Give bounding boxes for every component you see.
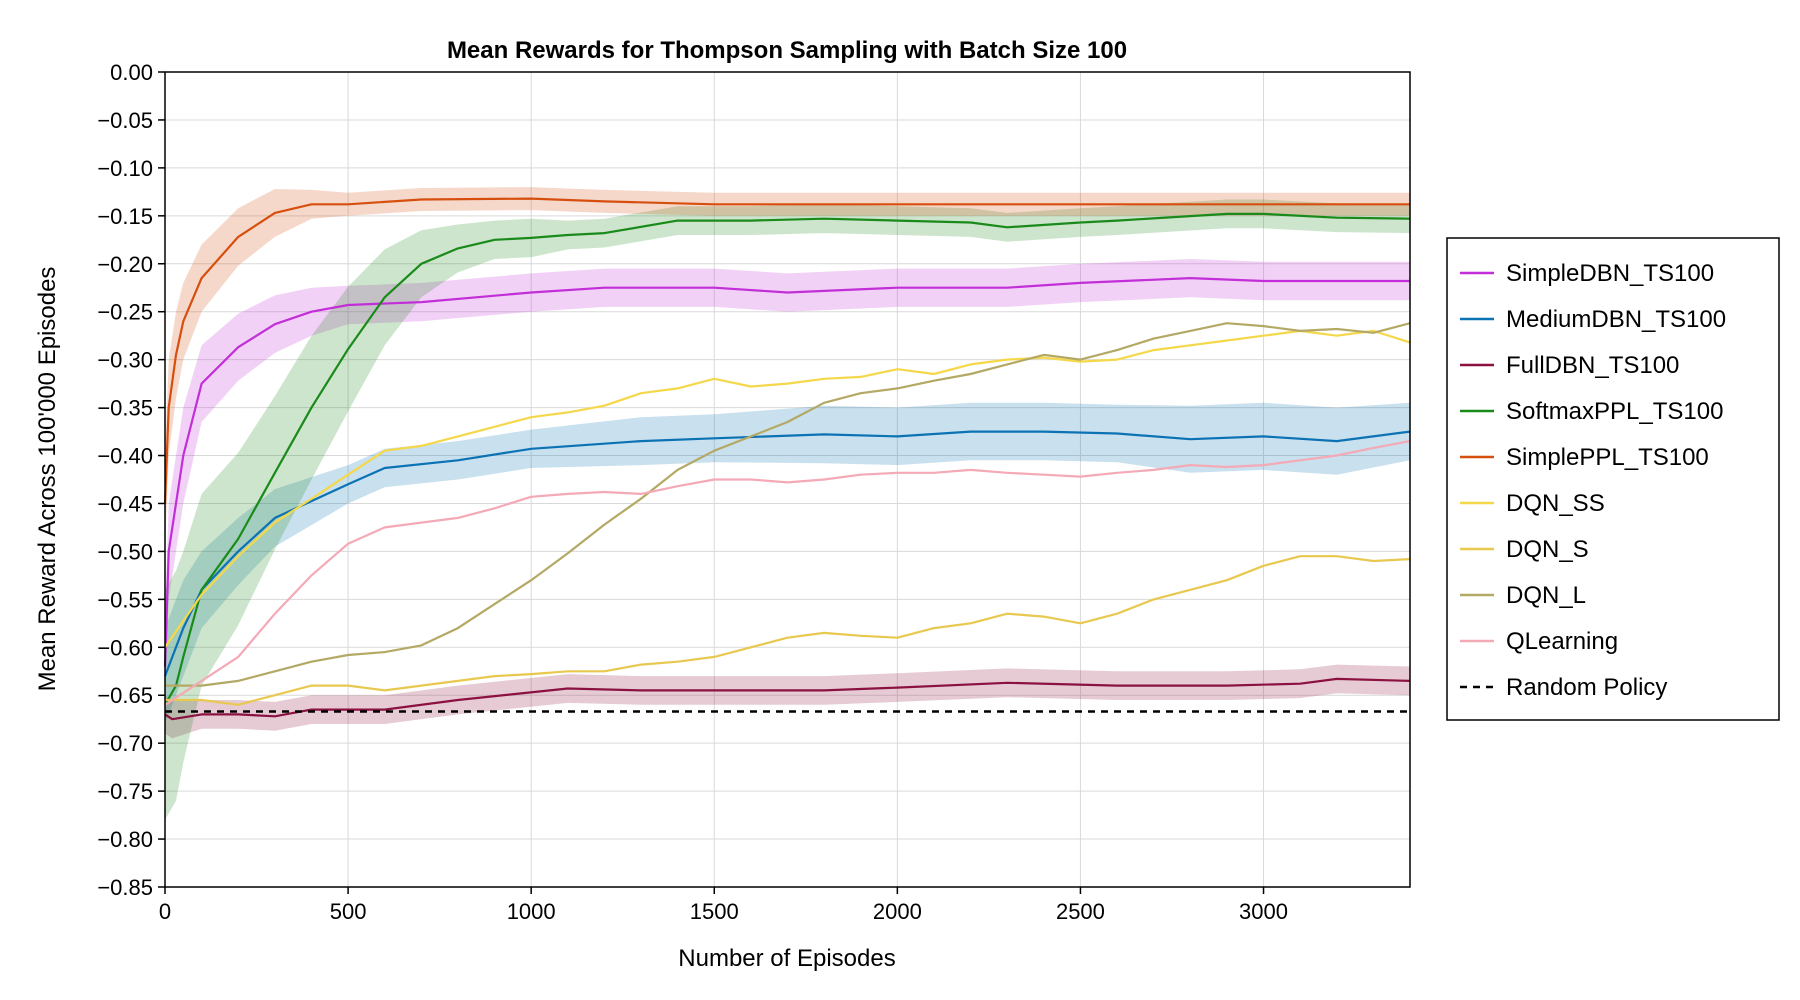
legend-label-mediumdbn-ts100: MediumDBN_TS100 [1506, 306, 1726, 333]
line-fulldbn-ts100 [164, 677, 1411, 721]
series-lines [163, 197, 1411, 721]
legend-frame [1446, 237, 1780, 721]
y-tick-label: −0.05 [97, 108, 153, 133]
plot-frame [164, 71, 1411, 888]
x-tick-label: 500 [330, 899, 367, 924]
x-tick-label: 1000 [507, 899, 556, 924]
x-tick-label: 3000 [1239, 899, 1288, 924]
legend-label-dqn-ss: DQN_SS [1506, 490, 1605, 517]
x-tick-label: 2000 [873, 899, 922, 924]
line-mediumdbn-ts100 [163, 430, 1411, 677]
y-tick-label: −0.45 [97, 491, 153, 516]
legend-label-simpledbn-ts100: SimpleDBN_TS100 [1506, 260, 1714, 287]
line-softmaxppl-ts100 [164, 212, 1411, 706]
y-axis-ticks: 0.00 −0.05 −0.10 −0.15 −0.20 −0.25 −0.30 −0.35 −… [97, 60, 165, 900]
line-simpledbn-ts100 [163, 277, 1410, 667]
y-tick-label: −0.25 [97, 300, 153, 325]
y-tick-label: 0.00 [110, 60, 153, 85]
line-dqn-l [165, 322, 1411, 687]
chart-title: Mean Rewards for Thompson Sampling with … [447, 37, 1127, 64]
y-tick-label: −0.75 [97, 779, 153, 804]
y-tick-label: −0.65 [97, 683, 153, 708]
line-dqn-ss [164, 329, 1411, 648]
y-tick-label: −0.30 [97, 348, 153, 373]
line-dqn-s [165, 555, 1411, 706]
legend-label-random-policy: Random Policy [1506, 674, 1667, 701]
legend-label-dqn-l: DQN_L [1506, 582, 1586, 609]
y-tick-label: −0.20 [97, 252, 153, 277]
y-tick-label: −0.60 [97, 635, 153, 660]
legend-label-softmaxppl-ts100: SoftmaxPPL_TS100 [1506, 398, 1723, 425]
band-simpledbn-ts100 [165, 259, 1410, 715]
y-tick-label: −0.55 [97, 587, 153, 612]
band-simpleppl-ts100 [165, 187, 1410, 552]
y-tick-label: −0.50 [97, 539, 153, 564]
x-tick-label: 2500 [1056, 899, 1105, 924]
confidence-bands [165, 187, 1410, 820]
legend-label-fulldbn-ts100: FullDBN_TS100 [1506, 352, 1679, 379]
legend-label-simpleppl-ts100: SimplePPL_TS100 [1506, 444, 1709, 471]
y-axis-label: Mean Reward Across 100'000 Episodes [34, 267, 61, 692]
x-tick-label: 0 [159, 899, 171, 924]
band-fulldbn-ts100 [165, 664, 1410, 739]
band-mediumdbn-ts100 [165, 402, 1410, 724]
x-axis-label: Number of Episodes [678, 945, 895, 972]
line-simpleppl-ts100 [163, 197, 1410, 504]
y-tick-label: −0.80 [97, 827, 153, 852]
x-tick-label: 1500 [690, 899, 739, 924]
y-tick-label: −0.85 [97, 875, 153, 900]
x-axis-ticks: 0 500 1000 1500 2000 2500 3000 [159, 887, 1288, 924]
y-tick-label: −0.40 [97, 444, 153, 469]
legend-label-qlearning: QLearning [1506, 628, 1618, 655]
legend: SimpleDBN_TS100 MediumDBN_TS100 FullDBN_TS… [1446, 237, 1780, 721]
line-qlearning [164, 440, 1411, 706]
y-tick-label: −0.10 [97, 156, 153, 181]
legend-label-dqn-s: DQN_S [1506, 536, 1589, 563]
y-tick-label: −0.15 [97, 204, 153, 229]
y-tick-label: −0.70 [97, 731, 153, 756]
y-tick-label: −0.35 [97, 396, 153, 421]
